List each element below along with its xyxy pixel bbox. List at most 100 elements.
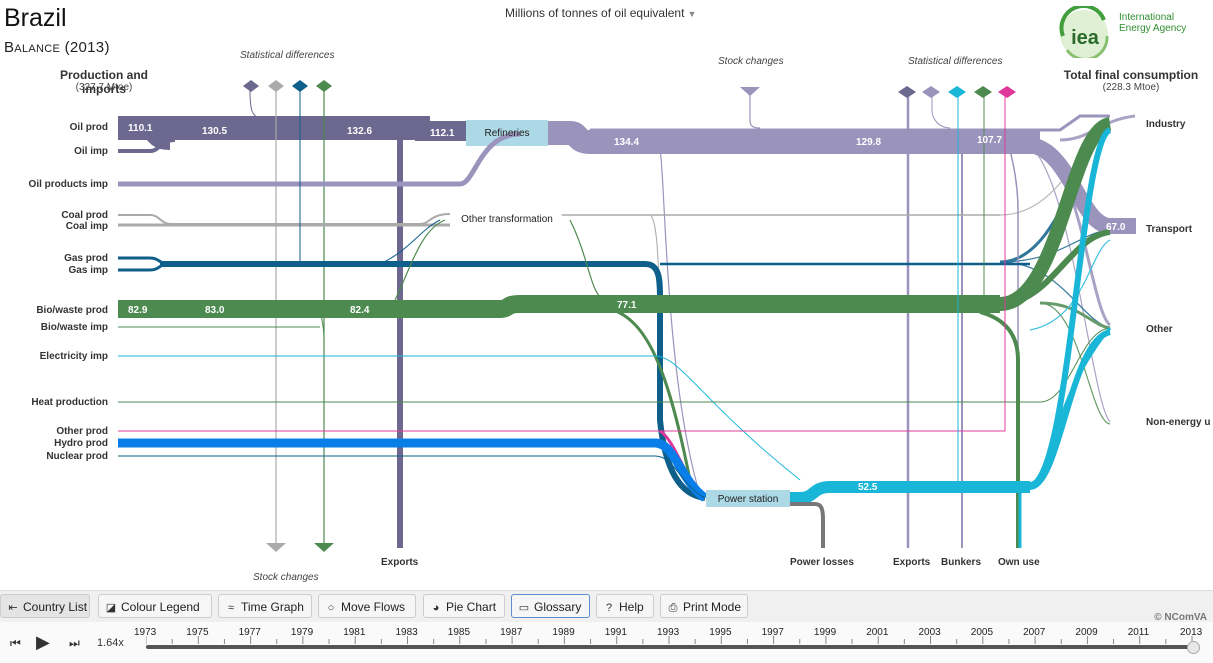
timeline-year[interactable]: 1985 [447,627,471,638]
help-button[interactable]: ? Help [596,594,654,618]
value-bio-prod: 82.9 [128,305,148,316]
move-flows-button[interactable]: ○ Move Flows [318,594,416,618]
stat-diff-right-oil-marker [898,86,916,98]
source-coal-prod[interactable]: Coal prod [61,210,108,221]
chevron-down-icon: ▼ [687,9,697,19]
other-transformation-label: Other transformation [461,214,553,225]
flow-electricity-imp [118,355,801,481]
stat-diff-right-oilprod-marker [922,86,940,98]
source-coal-imp[interactable]: Coal imp [65,221,108,232]
stat-diff-right-elec-marker [948,86,966,98]
flow-power-losses [790,502,825,548]
timeline-year[interactable]: 2003 [918,627,941,638]
source-other-prod[interactable]: Other prod [56,426,108,437]
flow-bio-other [1039,301,1111,330]
energy-balance-sankey[interactable]: 110.1 130.5 132.6 112.1 134.4 129.8 107.… [0,0,1213,590]
logo-text: International Energy Agency [1119,12,1187,34]
refineries-node [466,120,548,146]
timeline-year[interactable]: 2007 [1023,627,1046,638]
source-heat-production[interactable]: Heat production [31,397,108,408]
country-list-button[interactable]: ⇤ Country List [0,594,90,618]
timeline-year[interactable]: 1987 [500,627,523,638]
toolbar: ⇤ Country List ◪ Colour Legend ≈ Time Graph… [0,590,1213,623]
source-oil-products-imp[interactable]: Oil products imp [28,179,108,190]
timeline-year[interactable]: 1997 [761,627,784,638]
legend-icon: ◪ [105,602,117,614]
source-hydro-prod[interactable]: Hydro prod [54,438,108,449]
logo-mark: iea [1071,27,1100,49]
source-gas-prod[interactable]: Gas prod [64,253,108,264]
timeline-year[interactable]: 1979 [290,627,314,638]
print-mode-button[interactable]: ⎙ Print Mode [660,594,748,618]
flow-heat-production [118,327,1111,403]
dest-non-energy[interactable]: Non-energy u [1146,417,1211,428]
production-imports-total: (327.7 Mtoe) [75,82,133,93]
annotation-stat-diff-right: Statistical differences [908,56,1003,67]
stock-change-oil-marker [740,87,760,96]
transport-node [1110,218,1136,234]
page-subtitle: Balance (2013) [4,39,110,56]
timeline-year[interactable]: 2009 [1075,627,1098,638]
timeline-year[interactable]: 1993 [657,627,680,638]
timeline-year[interactable]: 1977 [238,627,261,638]
power-station-label: Power station [718,494,779,505]
timeline-year[interactable]: 1991 [604,627,627,638]
value-electricity: 52.5 [858,482,878,493]
play-icon[interactable]: ▶ [36,632,50,652]
units-selector[interactable]: Millions of tonnes of oil equivalent ▼ [505,6,696,20]
power-station-node [706,490,790,507]
flow-oil-products [548,121,1040,154]
timeline-year[interactable]: 1981 [343,627,366,638]
annotation-stock-changes-top: Stock changes [718,56,784,67]
pie-chart-label: Pie Chart [446,600,497,614]
glossary-button[interactable]: ▭ Glossary [511,594,590,618]
timeline-handle[interactable] [1187,641,1200,654]
label-power-losses: Power losses [790,557,854,568]
final-consumption-total: (228.3 Mtoe) [1102,82,1160,93]
skip-back-icon[interactable]: ⏮ [10,636,21,650]
timeline-year[interactable]: 1995 [709,627,732,638]
stat-diff-bio-marker [316,80,332,92]
source-nuclear-prod[interactable]: Nuclear prod [46,451,108,462]
source-gas-imp[interactable]: Gas imp [68,265,108,276]
dest-transport[interactable]: Transport [1146,224,1193,235]
timeline-year[interactable]: 1983 [395,627,418,638]
timeline-year[interactable]: 1989 [552,627,575,638]
dest-industry[interactable]: Industry [1146,119,1186,130]
source-electricity-imp[interactable]: Electricity imp [39,351,108,362]
source-oil-prod[interactable]: Oil prod [69,122,108,133]
playback-speed[interactable]: 1.64x [97,637,124,649]
pie-chart-button[interactable]: ◕ Pie Chart [423,594,505,618]
units-label: Millions of tonnes of oil equivalent [505,6,685,20]
timeline-year[interactable]: 2005 [970,627,994,638]
timeline-year[interactable]: 1999 [813,627,837,638]
value-oil-1: 130.5 [202,126,227,137]
annotation-stat-diff-left: Statistical differences [240,50,335,61]
stat-diff-oil-marker [243,80,259,92]
flow-oil-power [659,149,701,496]
time-graph-button[interactable]: ≈ Time Graph [218,594,312,618]
source-bio-prod[interactable]: Bio/waste prod [36,305,108,316]
value-oil-products-1: 134.4 [614,137,639,148]
dest-other[interactable]: Other [1146,324,1173,335]
timeline [0,622,1213,663]
skip-forward-icon[interactable]: ⏭ [69,636,80,650]
timeline-year[interactable]: 2011 [1127,627,1150,638]
page-title: Brazil [4,4,67,32]
annotation-stock-changes-bottom: Stock changes [253,572,319,583]
flow-hydro-prod [118,438,708,502]
timeline-year[interactable]: 2001 [866,627,889,638]
move-flows-label: Move Flows [341,600,406,614]
timeline-year[interactable]: 1975 [186,627,209,638]
source-oil-imp[interactable]: Oil imp [74,146,108,157]
timeline-year[interactable]: 1973 [134,627,157,638]
timeline-ticks [146,636,1193,644]
timeline-year[interactable]: 2013 [1180,627,1203,638]
stat-diff-coal-marker [268,80,284,92]
value-oil-products-2: 129.8 [856,137,881,148]
colour-legend-button[interactable]: ◪ Colour Legend [98,594,212,618]
timeline-track[interactable] [146,645,1198,649]
source-bio-imp[interactable]: Bio/waste imp [40,322,108,333]
flow-bio-transport [999,229,1111,307]
time-graph-icon: ≈ [227,602,235,614]
